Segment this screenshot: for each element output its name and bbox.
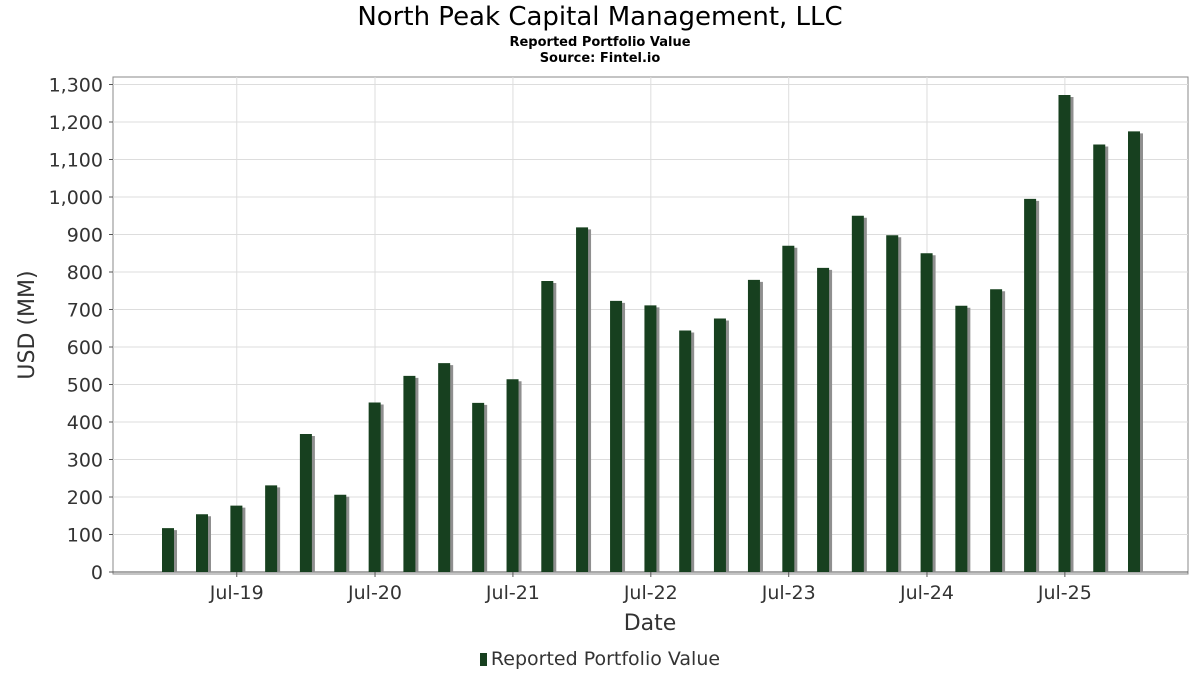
y-tick-label: 300 bbox=[67, 450, 103, 472]
chart-source: Source: Fintel.io bbox=[539, 51, 661, 66]
bar bbox=[541, 281, 554, 572]
bar bbox=[230, 505, 243, 572]
bar bbox=[920, 253, 933, 572]
bar bbox=[265, 485, 278, 572]
y-tick-label: 200 bbox=[67, 487, 103, 509]
bar bbox=[747, 279, 760, 572]
y-axis-ticks: 0 100 200 300 400 500 600 700 800 900 1,000 1,100 1,… bbox=[49, 75, 113, 584]
bar bbox=[196, 514, 209, 572]
y-tick-label: 600 bbox=[67, 337, 103, 359]
y-tick-label: 1,200 bbox=[49, 112, 103, 134]
x-axis-label: Date bbox=[624, 611, 677, 636]
legend-swatch bbox=[479, 653, 487, 666]
x-tick-label: Jul-23 bbox=[761, 582, 816, 604]
bar bbox=[713, 318, 726, 572]
bar bbox=[472, 402, 485, 572]
bar bbox=[1024, 198, 1037, 572]
bar bbox=[506, 379, 519, 572]
y-axis-label: USD (MM) bbox=[15, 270, 40, 379]
bar bbox=[851, 215, 864, 572]
x-tick-label: Jul-19 bbox=[209, 582, 264, 604]
bar bbox=[886, 235, 899, 572]
x-tick-label: Jul-22 bbox=[623, 582, 678, 604]
bar bbox=[438, 363, 451, 572]
bar bbox=[955, 305, 968, 572]
x-tick-label: Jul-24 bbox=[899, 582, 954, 604]
x-tick-label: Jul-20 bbox=[347, 582, 402, 604]
bar bbox=[576, 227, 589, 572]
y-tick-label: 700 bbox=[67, 300, 103, 322]
bar bbox=[644, 305, 657, 572]
bar bbox=[782, 245, 795, 572]
y-tick-label: 500 bbox=[67, 375, 103, 397]
bar bbox=[299, 434, 312, 572]
bar bbox=[334, 494, 347, 572]
bar bbox=[1093, 144, 1106, 572]
chart-subtitle: Reported Portfolio Value bbox=[509, 35, 691, 50]
bar-chart: 0 100 200 300 400 500 600 700 800 900 1,000 1,100 1,… bbox=[15, 75, 1189, 636]
x-axis-ticks: Jul-19 Jul-20 Jul-21 Jul-22 Jul-23 Jul-24 Jul-… bbox=[209, 572, 1092, 604]
x-tick-label: Jul-21 bbox=[485, 582, 540, 604]
bar bbox=[1128, 131, 1140, 572]
bar bbox=[403, 375, 416, 572]
chart-title: North Peak Capital Management, LLC bbox=[357, 2, 843, 32]
y-tick-label: 1,300 bbox=[49, 75, 103, 97]
bar bbox=[679, 330, 692, 572]
bar bbox=[368, 402, 381, 572]
legend-label: Reported Portfolio Value bbox=[490, 648, 721, 670]
bar bbox=[1058, 95, 1071, 572]
y-tick-label: 0 bbox=[91, 562, 103, 584]
bars bbox=[162, 95, 1143, 572]
x-tick-label: Jul-25 bbox=[1037, 582, 1092, 604]
y-tick-label: 800 bbox=[67, 262, 103, 284]
y-tick-label: 1,100 bbox=[49, 150, 103, 172]
bar bbox=[990, 289, 1003, 572]
y-tick-label: 900 bbox=[67, 225, 103, 247]
bar bbox=[162, 528, 174, 572]
y-tick-label: 1,000 bbox=[49, 187, 103, 209]
y-tick-label: 400 bbox=[67, 412, 103, 434]
y-tick-label: 100 bbox=[67, 525, 103, 547]
bar bbox=[817, 267, 830, 572]
bar bbox=[610, 300, 623, 572]
legend: Reported Portfolio Value bbox=[0, 648, 1200, 670]
